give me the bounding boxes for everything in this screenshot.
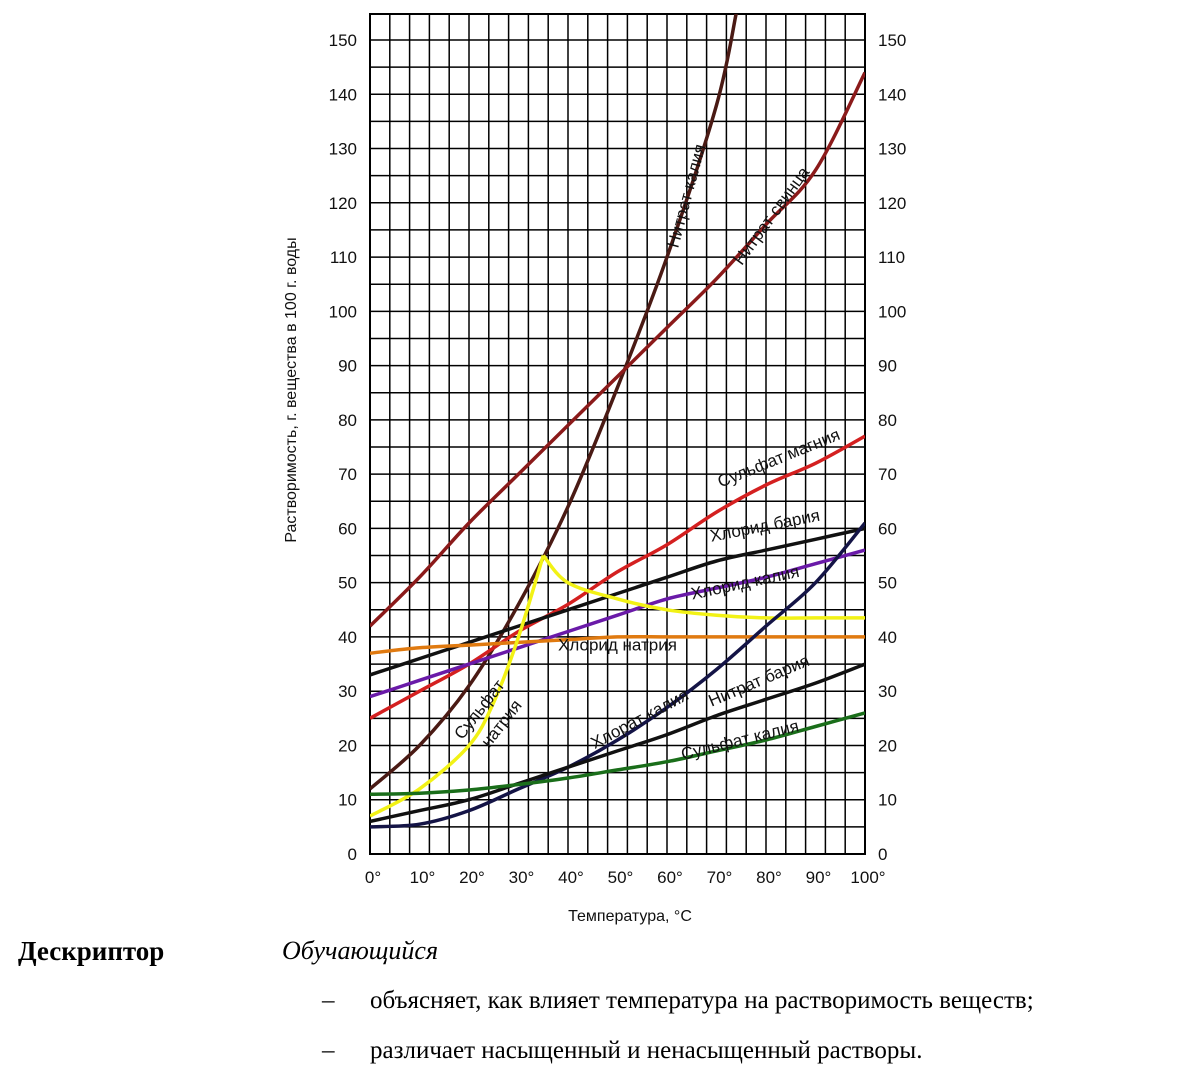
x-tick-label: 90° (806, 868, 832, 887)
y-tick-label-left: 80 (338, 411, 357, 430)
y-tick-label-left: 150 (329, 31, 357, 50)
x-tick-label: 40° (558, 868, 584, 887)
y-tick-label-left: 90 (338, 357, 357, 376)
y-tick-label-left: 50 (338, 574, 357, 593)
series-line (370, 662, 865, 824)
x-axis-label: Температура, °С (568, 908, 692, 925)
y-tick-label-right: 30 (878, 682, 897, 701)
y-tick-label-right: 50 (878, 574, 897, 593)
bullet-mark: – (322, 987, 335, 1014)
series-line (370, 71, 865, 628)
x-tick-label: 0° (365, 868, 381, 887)
plot-area (369, 13, 866, 855)
y-tick-label-right: 130 (878, 140, 906, 159)
series-line (370, 548, 865, 699)
y-tick-label-right: 0 (878, 845, 887, 864)
y-tick-label-left: 30 (338, 682, 357, 701)
descriptor-heading: Дескриптор (18, 936, 165, 966)
series-lines (370, 14, 865, 829)
y-tick-label-left: 70 (338, 465, 357, 484)
y-tick-label-right: 100 (878, 302, 906, 321)
series-line (370, 434, 865, 720)
y-tick-label-right: 120 (878, 194, 906, 213)
y-tick-label-left: 60 (338, 519, 357, 538)
y-tick-label-right: 70 (878, 465, 897, 484)
x-tick-label: 30° (509, 868, 535, 887)
x-tick-label: 70° (707, 868, 733, 887)
series-line (370, 711, 865, 797)
y-tick-label-right: 40 (878, 628, 897, 647)
y-tick-label-right: 20 (878, 736, 897, 755)
y-tick-label-left: 100 (329, 302, 357, 321)
x-tick-label: 20° (459, 868, 485, 887)
series-line (370, 14, 738, 791)
y-axis-label: Растворимость, г. вещества в 100 г. воды (283, 237, 300, 542)
y-tick-label-left: 20 (338, 736, 357, 755)
y-tick-label-right: 80 (878, 411, 897, 430)
series-line (370, 554, 865, 818)
descriptor-item: объясняет, как влияет температура на рас… (370, 987, 1034, 1014)
y-tick-label-right: 90 (878, 357, 897, 376)
y-tick-label-left: 0 (348, 845, 357, 864)
x-tick-label: 100° (850, 868, 885, 887)
y-tick-label-right: 10 (878, 791, 897, 810)
y-tick-label-right: 140 (878, 85, 906, 104)
x-tick-label: 60° (657, 868, 683, 887)
y-tick-label-left: 130 (329, 140, 357, 159)
y-tick-label-left: 10 (338, 791, 357, 810)
bullet-mark: – (322, 1037, 335, 1064)
series-line (370, 634, 865, 655)
x-tick-label: 10° (410, 868, 436, 887)
y-tick-label-left: 120 (329, 194, 357, 213)
y-tick-label-right: 60 (878, 519, 897, 538)
descriptor-item: различает насыщенный и ненасыщенный раст… (370, 1037, 923, 1064)
x-tick-label: 50° (608, 868, 634, 887)
y-tick-label-left: 40 (338, 628, 357, 647)
y-tick-label-right: 110 (878, 248, 905, 267)
y-tick-label-right: 150 (878, 31, 906, 50)
y-tick-label-left: 140 (329, 85, 357, 104)
x-tick-label: 80° (756, 868, 782, 887)
series-line (370, 521, 865, 829)
tick-labels: 0 0 10 10 20 20 30 30 40 40 50 50 60 60 70 70 80 80 90 90 10… (329, 31, 907, 887)
series-label: Хлорид натрия (558, 636, 677, 655)
y-tick-label-left: 110 (330, 248, 357, 267)
descriptor-subject: Обучающийся (282, 936, 439, 965)
solubility-chart: 0 0 10 10 20 20 30 30 40 40 50 50 60 60 70 70 80 80 90 90 10… (283, 13, 907, 925)
